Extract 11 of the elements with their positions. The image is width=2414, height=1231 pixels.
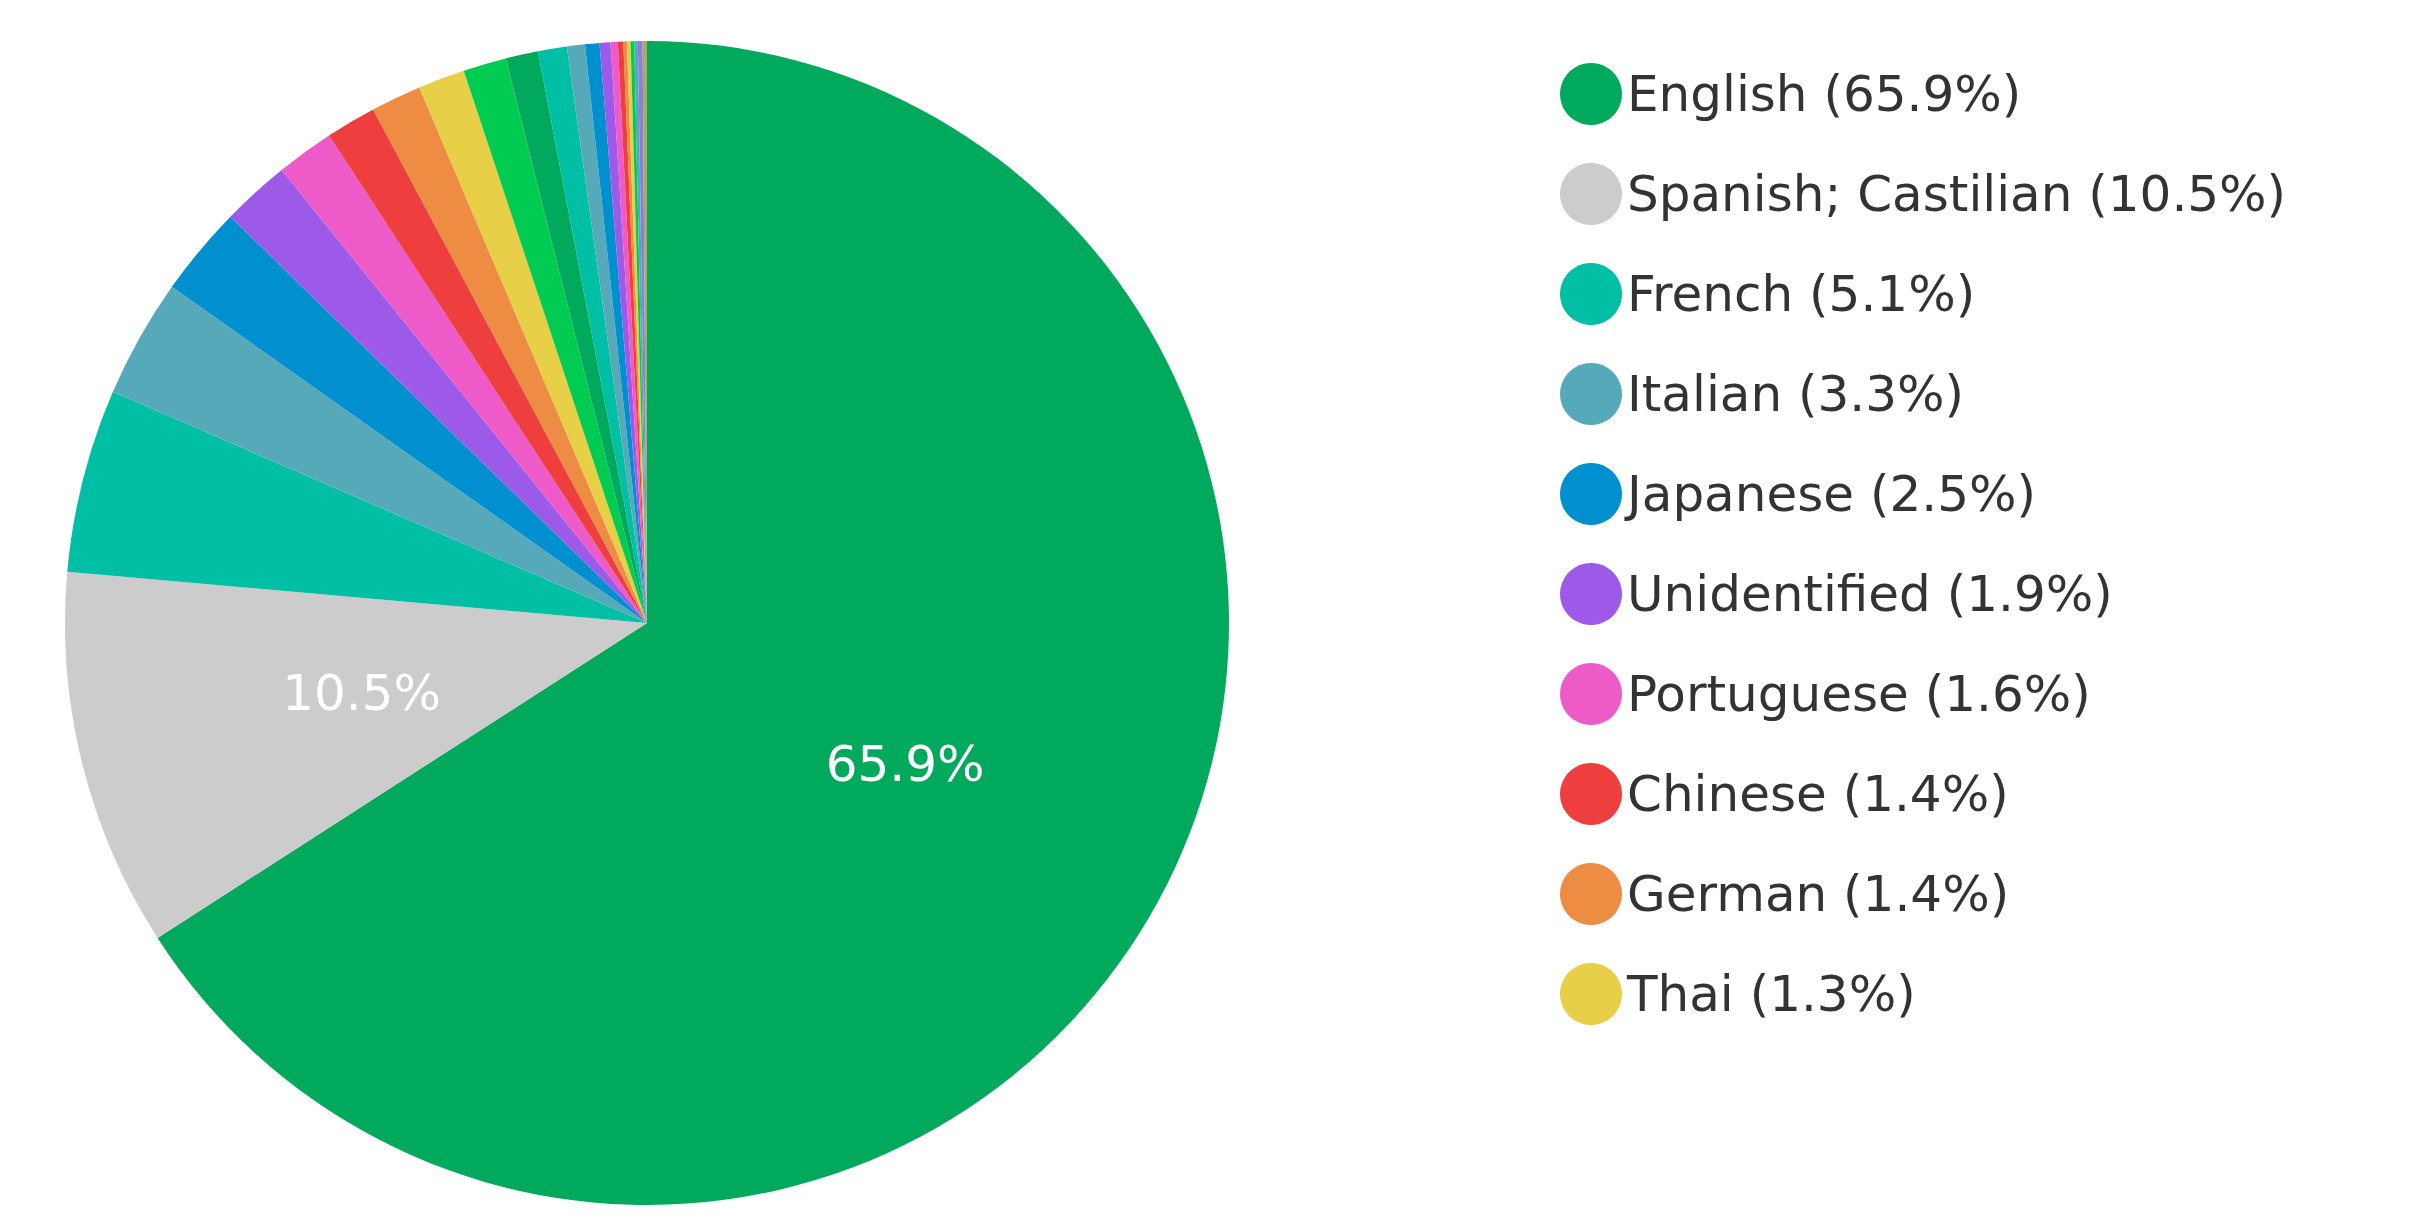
legend-label: Thai (1.3%) (1626, 965, 1916, 1023)
legend-label: Italian (3.3%) (1627, 365, 1965, 423)
legend-label: Chinese (1.4%) (1627, 765, 2009, 823)
legend-label: Portuguese (1.6%) (1627, 665, 2091, 723)
legend-label: German (1.4%) (1627, 865, 2010, 923)
data-label: 65.9% (825, 734, 985, 793)
legend-label: Japanese (2.5%) (1624, 465, 2036, 523)
legend-label: Spanish; Castilian (10.5%) (1627, 165, 2287, 223)
legend-label: Unidentified (1.9%) (1627, 565, 2113, 623)
legend-label: French (5.1%) (1627, 265, 1976, 323)
legend-label: English (65.9%) (1627, 65, 2022, 123)
